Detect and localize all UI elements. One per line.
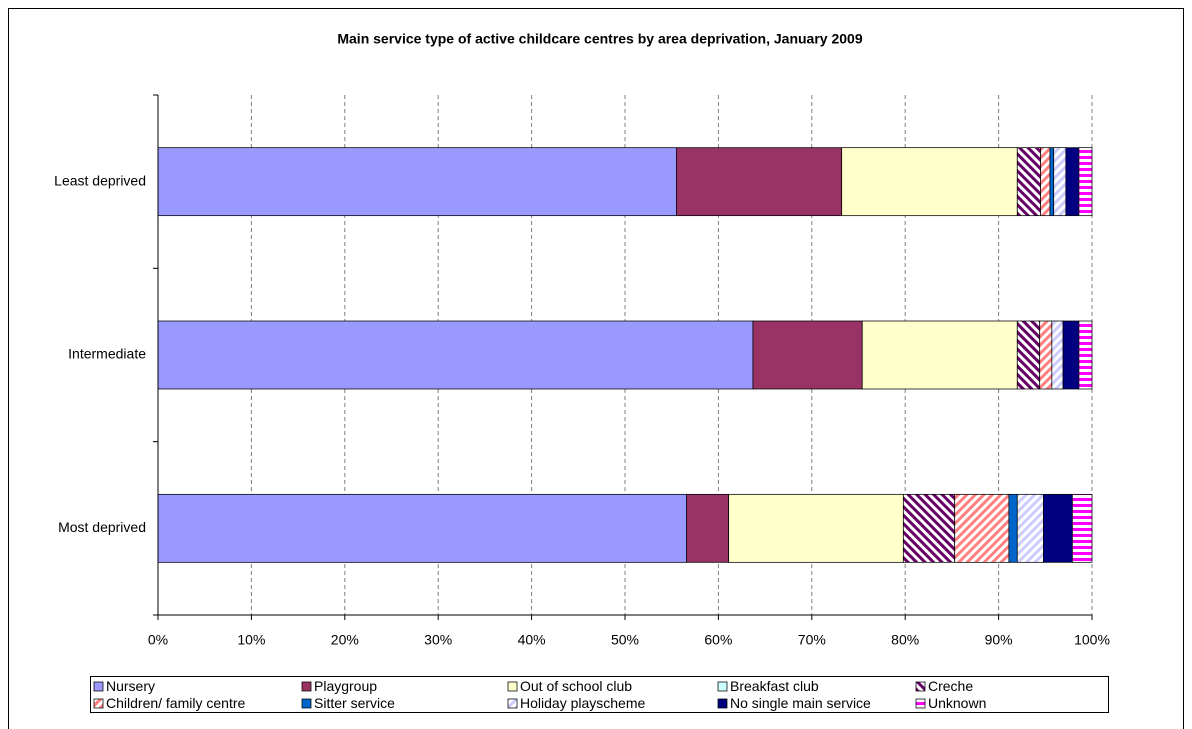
legend-swatch (301, 681, 312, 692)
x-tick-label: 60% (704, 632, 732, 648)
bar-segment (1043, 493, 1073, 563)
y-tick-label: Intermediate (68, 346, 146, 362)
legend-swatch (507, 681, 518, 692)
bar-segment (1016, 493, 1044, 563)
legend-label: Playgroup (314, 678, 377, 694)
bar-segment (1053, 147, 1067, 217)
legend-swatch (717, 698, 728, 709)
legend-swatch (915, 698, 926, 709)
chart-title: Main service type of active childcare ce… (337, 31, 862, 47)
legend-swatch (301, 698, 312, 709)
bar-segment (686, 493, 730, 563)
legend-label: Nursery (106, 678, 155, 694)
bar-segment (752, 320, 863, 390)
x-tick-label: 40% (518, 632, 546, 648)
legend-label: Holiday playscheme (520, 695, 645, 711)
legend-label: Creche (928, 678, 973, 694)
bar-segment (728, 493, 904, 563)
legend-box (90, 676, 1109, 713)
bar-segment (1051, 320, 1064, 390)
bar-segment (1065, 147, 1080, 217)
x-tick-label: 100% (1074, 632, 1110, 648)
legend-label: No single main service (730, 695, 871, 711)
bar-segment (1078, 147, 1093, 217)
bar-segment (1016, 147, 1042, 217)
bar-segment (841, 147, 1018, 217)
bar-segment (1049, 147, 1055, 217)
x-tick-label: 10% (237, 632, 265, 648)
x-tick-label: 50% (611, 632, 639, 648)
bar-segment (1062, 320, 1080, 390)
bar-segment (1040, 147, 1051, 217)
bar-segment (861, 320, 1018, 390)
legend-swatch (915, 681, 926, 692)
x-tick-label: 80% (891, 632, 919, 648)
bar-segment (157, 147, 677, 217)
legend-label: Out of school club (520, 678, 632, 694)
bar-segment (1078, 320, 1093, 390)
bar-segment (954, 493, 1010, 563)
bar-segment (157, 493, 688, 563)
bar-segment (1016, 320, 1041, 390)
x-tick-label: 0% (148, 632, 168, 648)
legend-swatch (507, 698, 518, 709)
bar-segment (1008, 493, 1018, 563)
y-tick-label: Most deprived (58, 519, 146, 535)
bar-segment (902, 493, 956, 563)
bar-segment (157, 320, 754, 390)
bar-segment (1072, 493, 1093, 563)
x-tick-label: 70% (798, 632, 826, 648)
x-tick-label: 20% (331, 632, 359, 648)
y-tick-label: Least deprived (54, 172, 146, 188)
legend-swatch (93, 698, 104, 709)
bar-segment (1039, 320, 1053, 390)
x-tick-label: 30% (424, 632, 452, 648)
legend-label: Sitter service (314, 695, 395, 711)
x-tick-label: 90% (985, 632, 1013, 648)
legend-swatch (717, 681, 728, 692)
legend-label: Unknown (928, 695, 986, 711)
legend-swatch (93, 681, 104, 692)
bar-segment (675, 147, 843, 217)
legend-label: Children/ family centre (106, 695, 245, 711)
legend-label: Breakfast club (730, 678, 819, 694)
